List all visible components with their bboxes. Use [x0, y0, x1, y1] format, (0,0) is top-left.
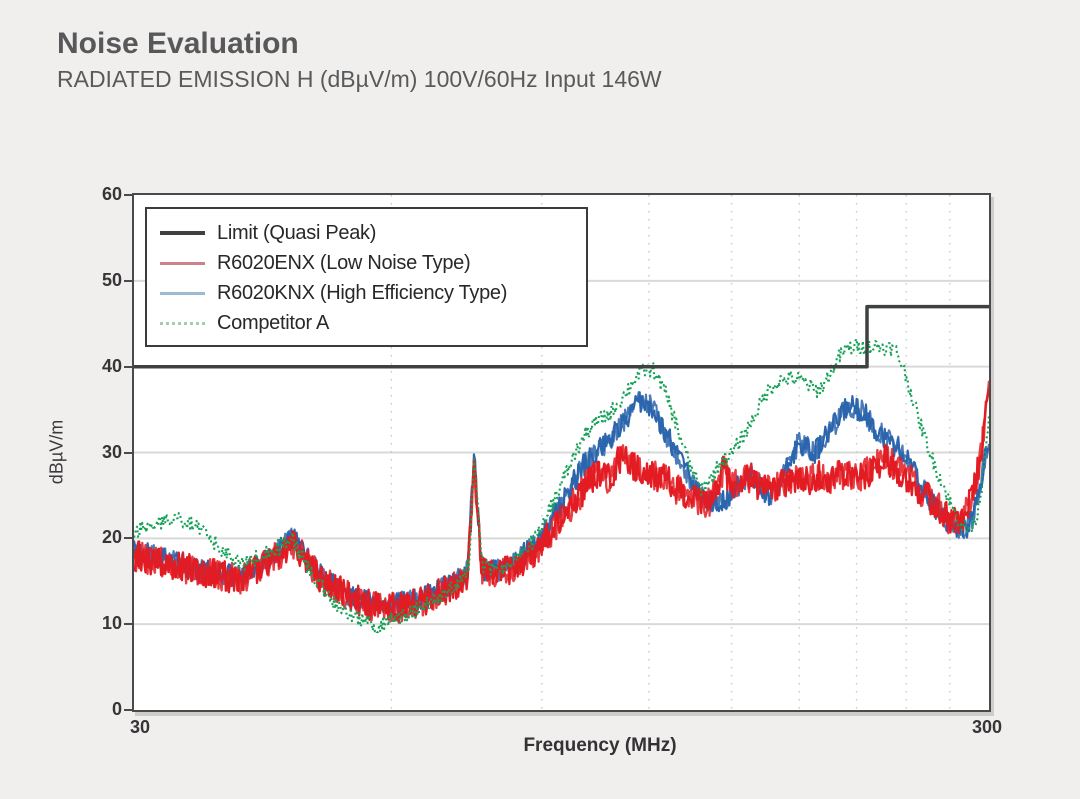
legend-line-swatch	[160, 291, 205, 295]
y-tick-label-10: 10	[101, 613, 122, 634]
legend-item-2: R6020KNX (High Efficiency Type)	[160, 278, 586, 308]
x-tick-label-30: 30	[129, 717, 151, 737]
legend-label: R6020ENX (Low Noise Type)	[217, 251, 471, 274]
series-path-limit-quasi-peak	[134, 304, 989, 369]
series-path-r6020knx-high-efficiency-type	[134, 391, 989, 616]
y-tick-label-60: 60	[101, 184, 122, 204]
legend-line-swatch	[160, 321, 205, 325]
y-tick-label-50: 50	[101, 269, 122, 290]
plot-canvas	[134, 195, 989, 710]
legend-label: R6020KNX (High Efficiency Type)	[217, 281, 508, 304]
page-title: Noise Evaluation	[57, 27, 299, 60]
legend-item-0: Limit (Quasi Peak)	[160, 218, 586, 248]
y-tick-label-40: 40	[101, 355, 122, 376]
legend-label: Limit (Quasi Peak)	[217, 221, 377, 244]
y-axis-label: dBµV/m	[46, 419, 67, 485]
y-tick-mark	[124, 365, 132, 368]
y-tick-mark	[124, 537, 132, 540]
series-path-r6020enx-low-noise-type	[134, 380, 989, 623]
legend-line-swatch	[160, 261, 205, 265]
y-tick-mark	[124, 451, 132, 454]
legend-line-swatch	[160, 231, 205, 235]
y-tick-mark	[124, 709, 132, 711]
y-tick-label-30: 30	[101, 441, 122, 462]
page-subtitle: RADIATED EMISSION H (dBµV/m) 100V/60Hz I…	[57, 66, 662, 92]
y-tick-label-20: 20	[101, 527, 122, 548]
series-path-competitor-a	[134, 337, 989, 634]
legend-item-1: R6020ENX (Low Noise Type)	[160, 248, 586, 278]
y-tick-mark	[124, 194, 132, 196]
x-tick-label-300: 300	[971, 717, 1003, 737]
y-tick-mark	[124, 623, 132, 626]
legend-item-3: Competitor A	[160, 308, 586, 338]
y-tick-label-0: 0	[111, 699, 122, 719]
x-axis-label: Frequency (MHz)	[523, 735, 677, 756]
legend: Limit (Quasi Peak) R6020ENX (Low Noise Ty…	[145, 207, 588, 347]
legend-label: Competitor A	[217, 311, 330, 334]
y-tick-mark	[124, 279, 132, 282]
plot-area: Limit (Quasi Peak) R6020ENX (Low Noise Ty…	[132, 193, 991, 712]
